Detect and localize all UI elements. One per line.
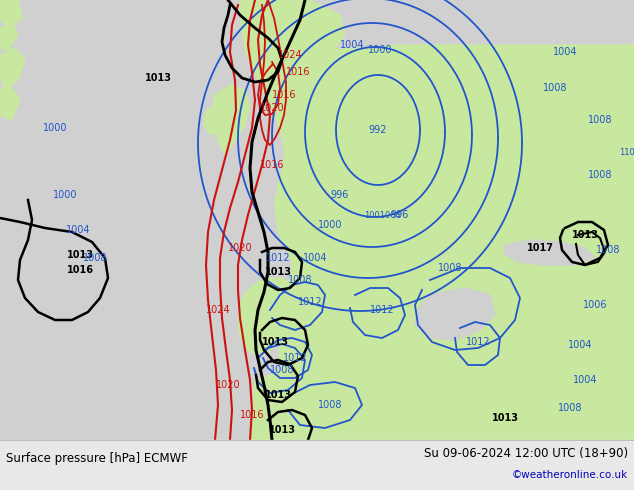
Text: 1008: 1008	[318, 400, 342, 410]
Text: 1008: 1008	[543, 83, 567, 93]
Text: 1008: 1008	[558, 403, 582, 413]
Text: 1016: 1016	[67, 265, 93, 275]
Text: ©weatheronline.co.uk: ©weatheronline.co.uk	[512, 470, 628, 480]
Polygon shape	[0, 48, 25, 90]
Polygon shape	[0, 0, 22, 28]
Text: 1004: 1004	[568, 340, 592, 350]
Polygon shape	[370, 268, 382, 288]
Text: 1004: 1004	[340, 40, 365, 50]
Text: 1013: 1013	[67, 250, 93, 260]
Polygon shape	[250, 45, 634, 440]
Text: 1000: 1000	[318, 220, 342, 230]
Text: 1008: 1008	[588, 170, 612, 180]
Polygon shape	[250, 355, 634, 440]
Polygon shape	[433, 278, 458, 308]
Polygon shape	[0, 85, 20, 120]
Text: 1016: 1016	[272, 90, 296, 100]
Text: 1000: 1000	[368, 45, 392, 55]
Text: 1013: 1013	[145, 73, 172, 83]
Text: 1012: 1012	[370, 305, 394, 315]
Text: 1020: 1020	[216, 380, 240, 390]
Polygon shape	[368, 250, 380, 268]
Polygon shape	[380, 300, 410, 325]
Text: 1020: 1020	[260, 103, 284, 113]
Text: 1016: 1016	[286, 67, 310, 77]
Text: 1020: 1020	[228, 243, 252, 253]
Text: 1013: 1013	[264, 267, 292, 277]
Text: 1008: 1008	[437, 263, 462, 273]
Text: 1004: 1004	[66, 225, 90, 235]
Text: 1017: 1017	[526, 243, 553, 253]
Text: 1016: 1016	[260, 160, 284, 170]
Text: 1013: 1013	[261, 337, 288, 347]
Text: 1016: 1016	[240, 410, 264, 420]
Text: Surface pressure [hPa] ECMWF: Surface pressure [hPa] ECMWF	[6, 451, 188, 465]
Polygon shape	[480, 248, 600, 286]
Text: 1004: 1004	[303, 253, 327, 263]
Polygon shape	[336, 192, 370, 268]
Text: 1012: 1012	[266, 253, 290, 263]
Text: 1001004: 1001004	[364, 211, 401, 220]
Text: 1004: 1004	[553, 47, 577, 57]
Text: 1024: 1024	[205, 305, 230, 315]
Text: 996: 996	[391, 210, 409, 220]
Text: 1008: 1008	[588, 115, 612, 125]
Text: Su 09-06-2024 12:00 UTC (18+90): Su 09-06-2024 12:00 UTC (18+90)	[424, 446, 628, 460]
Text: 1012: 1012	[298, 297, 322, 307]
Text: 1013: 1013	[491, 413, 519, 423]
Polygon shape	[505, 240, 595, 265]
Text: 996: 996	[331, 190, 349, 200]
Text: 1008: 1008	[596, 245, 620, 255]
Text: 1004: 1004	[573, 375, 597, 385]
Text: 1006: 1006	[583, 300, 607, 310]
Text: 1012: 1012	[466, 337, 490, 347]
Text: 1024: 1024	[278, 50, 302, 60]
Text: 1000: 1000	[42, 123, 67, 133]
Polygon shape	[415, 288, 495, 340]
Polygon shape	[240, 0, 345, 90]
Polygon shape	[238, 278, 298, 355]
Text: 1012: 1012	[283, 353, 307, 363]
Text: 1100: 1100	[619, 147, 634, 156]
Text: 1008: 1008	[269, 365, 294, 375]
Text: 1000: 1000	[53, 190, 77, 200]
Polygon shape	[212, 85, 250, 155]
Text: 1013: 1013	[571, 230, 598, 240]
Text: 1008: 1008	[83, 253, 107, 263]
Text: 1008: 1008	[288, 275, 313, 285]
Text: 992: 992	[369, 125, 387, 135]
Text: 1013: 1013	[269, 425, 295, 435]
Polygon shape	[204, 105, 220, 135]
Text: 1013: 1013	[264, 390, 292, 400]
Polygon shape	[0, 22, 18, 50]
